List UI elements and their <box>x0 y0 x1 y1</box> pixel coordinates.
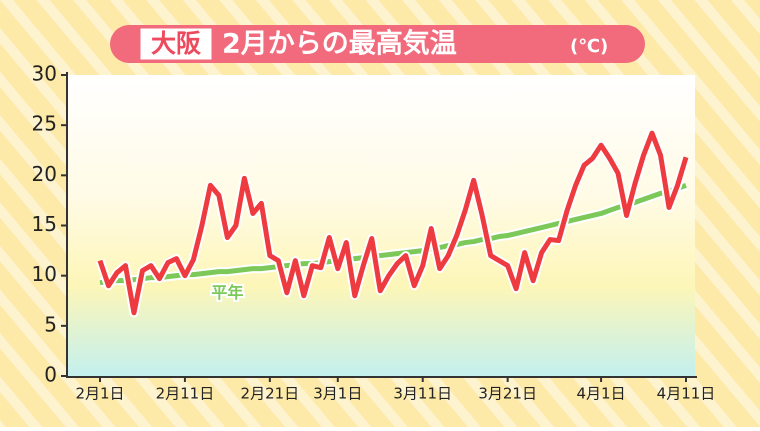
series-line <box>99 183 687 286</box>
title-pill <box>110 25 645 63</box>
location: 大阪 <box>151 29 201 58</box>
unit-label: (℃) <box>570 36 608 57</box>
series-label: 平年 <box>211 283 243 302</box>
y-tick-label: 20 <box>32 162 57 186</box>
x-tick-label: 4月11日 <box>657 385 716 403</box>
y-tick-label: 5 <box>44 312 57 336</box>
y-tick-label: 10 <box>32 262 57 286</box>
x-tick-label: 2月21日 <box>241 385 300 403</box>
chart-title: 2月からの最高気温 <box>222 28 457 60</box>
series-line <box>97 130 689 316</box>
x-tick-label: 4月1日 <box>577 385 626 403</box>
x-tick-label: 3月21日 <box>478 385 537 403</box>
x-tick-label: 2月1日 <box>75 385 124 403</box>
x-tick-label: 3月11日 <box>393 385 452 403</box>
y-tick-label: 0 <box>44 363 57 387</box>
y-tick-label: 25 <box>32 112 57 136</box>
y-tick-label: 15 <box>32 212 57 236</box>
plot-area <box>67 75 695 376</box>
x-tick-label: 3月1日 <box>313 385 362 403</box>
x-tick-label: 2月11日 <box>156 385 215 403</box>
location-box <box>139 27 213 61</box>
y-tick-label: 30 <box>32 62 57 86</box>
